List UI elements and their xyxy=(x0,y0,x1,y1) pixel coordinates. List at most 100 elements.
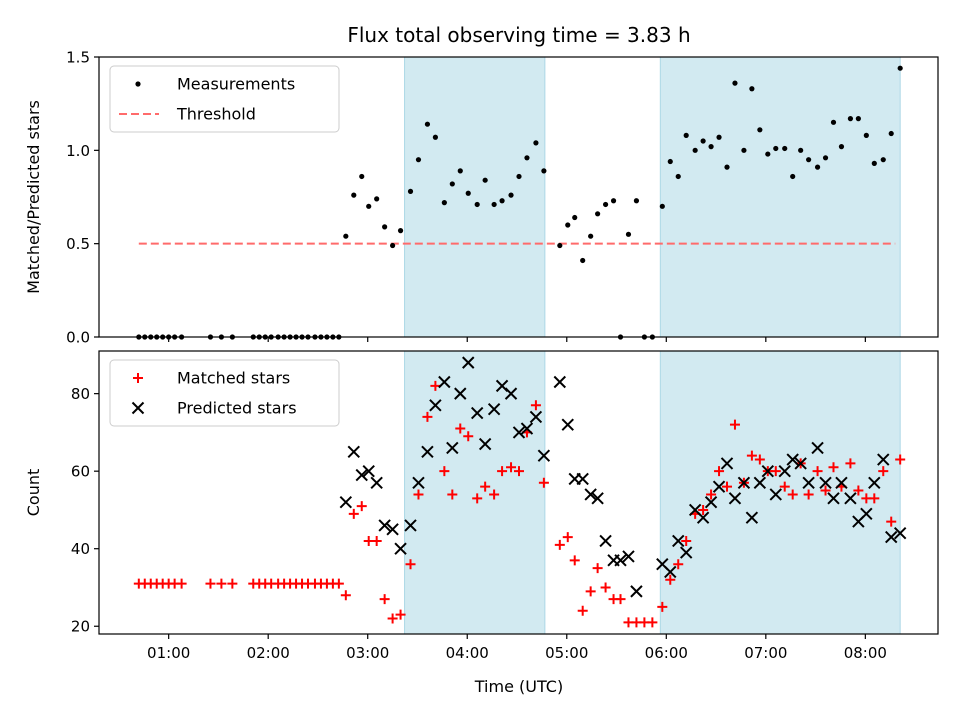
measurement-point xyxy=(806,157,812,163)
axes-frame xyxy=(98,350,939,635)
predicted-star-point xyxy=(745,511,759,524)
measurement-point xyxy=(855,116,861,122)
predicted-star-point xyxy=(761,464,775,478)
measurement-point xyxy=(565,222,571,228)
legend-measurement-swatch xyxy=(135,81,141,87)
y-tick-label: 60 xyxy=(71,463,90,481)
predicted-star-point xyxy=(429,399,442,412)
predicted-star-point xyxy=(720,457,734,470)
matched-star-point xyxy=(513,466,524,477)
measurement-point xyxy=(474,201,480,208)
matched-star-point xyxy=(585,586,596,597)
predicted-star-point xyxy=(622,550,635,563)
predicted-star-point xyxy=(728,492,742,505)
predicted-star-point xyxy=(860,507,873,521)
matched-star-point xyxy=(422,411,433,422)
measurement-point xyxy=(610,198,617,204)
predicted-star-point xyxy=(893,526,907,540)
matched-star-point xyxy=(647,617,658,628)
predicted-star-point xyxy=(478,437,492,451)
y-tick-label: 0.0 xyxy=(66,329,90,347)
measurement-point xyxy=(790,173,796,180)
legend-label: Predicted stars xyxy=(177,399,297,418)
matched-star-point xyxy=(455,423,466,434)
predicted-star-point xyxy=(827,492,840,505)
predicted-star-point xyxy=(802,476,815,490)
predicted-star-point xyxy=(438,375,451,389)
measurement-point xyxy=(449,181,455,187)
predicted-star-point xyxy=(811,441,824,455)
measurement-point xyxy=(516,173,522,180)
chart-title: Flux total observing time = 3.83 h xyxy=(347,23,690,47)
measurement-point xyxy=(482,177,488,183)
measurement-point xyxy=(765,151,771,157)
measurement-point xyxy=(491,201,497,208)
measurement-point xyxy=(508,192,514,198)
measurement-point xyxy=(659,203,665,209)
predicted-star-point xyxy=(584,488,597,501)
measurement-point xyxy=(415,157,422,163)
matched-star-point xyxy=(348,508,359,519)
matched-star-point xyxy=(698,504,709,515)
predicted-star-point xyxy=(704,495,718,509)
legend-label: Measurements xyxy=(177,75,295,94)
matched-star-point xyxy=(722,481,733,492)
measurement-point xyxy=(524,155,530,161)
matched-star-point xyxy=(754,454,765,465)
measurement-point xyxy=(602,201,609,208)
measurement-point xyxy=(580,257,586,264)
predicted-star-point xyxy=(412,476,425,490)
measurement-point xyxy=(351,192,357,198)
matched-star-point xyxy=(714,466,725,477)
predicted-star-point xyxy=(520,422,534,435)
predicted-star-point xyxy=(844,492,857,505)
measurement-point xyxy=(700,138,706,144)
series-matched-stars xyxy=(133,380,906,628)
predicted-star-point xyxy=(454,387,467,400)
predicted-star-point xyxy=(339,495,353,509)
matched-star-point xyxy=(681,535,692,546)
measurement-point xyxy=(374,196,380,202)
matched-star-point xyxy=(600,582,611,593)
predicted-star-point xyxy=(561,418,574,431)
predicted-star-point xyxy=(529,410,543,424)
predicted-star-point xyxy=(712,480,726,493)
measurement-point xyxy=(441,200,447,206)
matched-star-point xyxy=(430,380,441,391)
matched-star-point xyxy=(828,462,839,473)
y-axis-label: Matched/Predicted stars xyxy=(24,100,43,294)
measurement-point xyxy=(757,127,763,133)
measurement-point xyxy=(749,86,755,92)
measurement-point xyxy=(888,130,894,137)
measurement-point xyxy=(675,173,681,180)
predicted-star-point xyxy=(664,565,677,579)
predicted-star-point xyxy=(487,402,501,416)
matched-star-point xyxy=(779,481,790,492)
matched-star-point xyxy=(530,400,541,411)
measurement-point xyxy=(588,233,594,239)
predicted-star-point xyxy=(504,387,518,400)
matched-star-point xyxy=(787,489,798,500)
measurement-point xyxy=(830,119,837,125)
matched-star-point xyxy=(506,462,517,473)
matched-star-point xyxy=(845,458,856,469)
matched-star-point xyxy=(729,419,740,430)
matched-star-point xyxy=(554,539,565,550)
measurement-point xyxy=(625,231,632,237)
measurement-point xyxy=(798,147,804,153)
observing-interval-2 xyxy=(659,350,901,635)
x-tick-label: 05:00 xyxy=(545,644,588,662)
matched-star-point xyxy=(439,466,450,477)
matched-star-point xyxy=(770,466,781,477)
measurement-point xyxy=(633,198,640,204)
matched-star-point xyxy=(657,601,668,612)
ratio-panel: 0.0 0.5 1.0 1.5 Matched/Predicted stars Measu… xyxy=(24,49,939,347)
x-tick-label: 06:00 xyxy=(645,644,688,662)
predicted-star-point xyxy=(386,523,399,536)
matched-star-point xyxy=(227,578,238,589)
predicted-star-point xyxy=(553,375,567,389)
predicted-star-point xyxy=(446,441,459,455)
matched-star-point xyxy=(371,535,382,546)
x-tick-label: 02:00 xyxy=(247,644,290,662)
predicted-star-point xyxy=(394,542,407,555)
